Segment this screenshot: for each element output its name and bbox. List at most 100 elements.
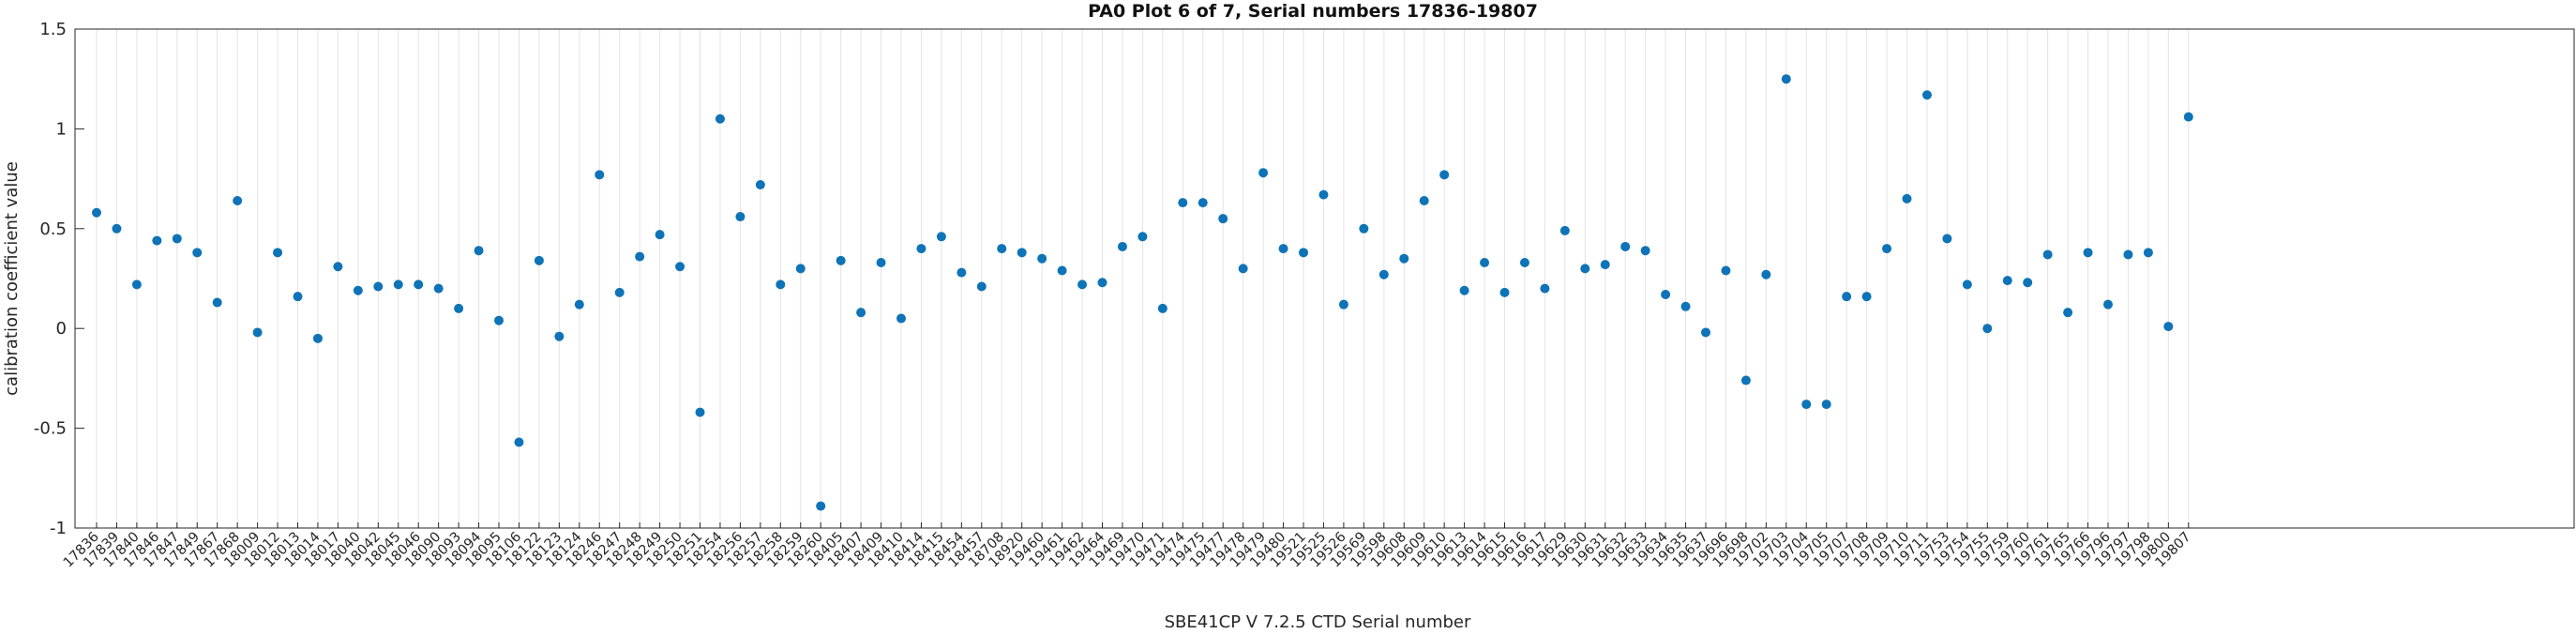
data-point xyxy=(1942,234,1952,244)
tick-layer xyxy=(75,28,2190,529)
data-point xyxy=(715,113,725,124)
data-point xyxy=(233,196,243,206)
data-point xyxy=(936,232,946,242)
data-point xyxy=(212,297,222,308)
data-point xyxy=(2083,248,2093,258)
data-point xyxy=(514,437,524,447)
data-point xyxy=(2143,248,2153,258)
y-tick-label: 1.5 xyxy=(39,20,67,39)
data-point xyxy=(595,170,605,180)
data-point xyxy=(1721,265,1731,276)
data-point xyxy=(1258,168,1269,178)
data-point xyxy=(312,333,323,343)
data-point xyxy=(293,292,303,302)
data-point xyxy=(1540,283,1550,294)
data-point xyxy=(1600,260,1610,270)
data-point xyxy=(876,257,886,267)
data-point xyxy=(1299,248,1308,258)
data-point xyxy=(916,244,926,254)
data-point xyxy=(1661,290,1671,300)
y-tick-label: -0.5 xyxy=(34,419,67,439)
data-point xyxy=(2163,322,2174,332)
data-point xyxy=(1017,248,1027,258)
data-point xyxy=(273,248,283,258)
data-point xyxy=(1378,269,1389,279)
data-point xyxy=(131,279,142,290)
data-point xyxy=(1439,170,1450,180)
data-point xyxy=(1559,225,1570,235)
data-point xyxy=(1680,301,1691,311)
data-point xyxy=(1097,278,1107,288)
data-point xyxy=(92,207,101,218)
data-point xyxy=(2023,278,2033,288)
data-point xyxy=(1580,264,1590,274)
data-point xyxy=(1519,257,1529,267)
data-point xyxy=(1701,327,1710,338)
data-point xyxy=(957,267,967,278)
data-point xyxy=(252,327,263,338)
data-point xyxy=(795,264,806,274)
data-point xyxy=(1640,246,1650,256)
data-point xyxy=(755,179,765,189)
data-point xyxy=(474,246,484,256)
y-axis-label: calibration coefficient value xyxy=(2,161,22,396)
data-point xyxy=(1801,400,1812,410)
data-point xyxy=(333,262,343,272)
data-point xyxy=(997,244,1007,254)
data-point xyxy=(1419,196,1429,206)
y-tick-label: 1 xyxy=(56,119,67,139)
data-point xyxy=(152,235,162,246)
data-point xyxy=(1077,279,1088,290)
axes-box xyxy=(74,28,2575,529)
data-point xyxy=(2123,249,2133,260)
data-point xyxy=(1198,198,1208,208)
data-point xyxy=(1278,244,1288,254)
data-point xyxy=(1781,74,1791,84)
data-point xyxy=(1359,223,1369,234)
data-point xyxy=(1982,324,1993,334)
data-point xyxy=(494,315,504,325)
data-point xyxy=(1318,189,1329,200)
data-point xyxy=(1902,193,1912,204)
data-point xyxy=(1499,287,1510,297)
data-point xyxy=(1761,269,1771,279)
data-point xyxy=(635,251,645,262)
data-point xyxy=(2002,276,2012,286)
data-point xyxy=(414,279,424,290)
data-point xyxy=(2063,308,2073,318)
data-point xyxy=(1178,198,1188,208)
data-point xyxy=(1459,285,1469,295)
data-point xyxy=(1238,264,1248,274)
data-point xyxy=(1057,265,1067,276)
x-axis-label: SBE41CP V 7.2.5 CTD Serial number xyxy=(1165,612,1471,632)
data-point xyxy=(1137,232,1148,242)
data-point xyxy=(1962,279,1972,290)
data-point xyxy=(1861,292,1872,302)
data-point xyxy=(776,279,786,290)
data-point xyxy=(1821,400,1831,410)
data-point xyxy=(655,230,665,240)
data-point xyxy=(856,308,866,318)
data-point xyxy=(1882,244,1892,254)
data-point-layer xyxy=(92,74,2193,511)
data-point xyxy=(2042,249,2053,260)
data-point xyxy=(735,212,746,222)
data-point xyxy=(554,331,565,341)
data-point xyxy=(574,299,584,309)
data-point xyxy=(1338,299,1348,309)
data-point xyxy=(2103,299,2113,309)
gridline-layer xyxy=(96,29,2190,528)
data-point xyxy=(373,281,384,292)
data-point xyxy=(836,255,846,265)
data-point xyxy=(695,407,705,417)
data-point xyxy=(393,279,403,290)
data-point xyxy=(896,313,906,324)
data-point xyxy=(816,501,826,511)
y-tick-label: 0.5 xyxy=(39,219,67,239)
data-point xyxy=(1218,214,1228,224)
data-point xyxy=(353,285,363,295)
data-point xyxy=(1740,375,1751,385)
data-point xyxy=(1620,241,1631,251)
data-point xyxy=(1157,303,1167,313)
